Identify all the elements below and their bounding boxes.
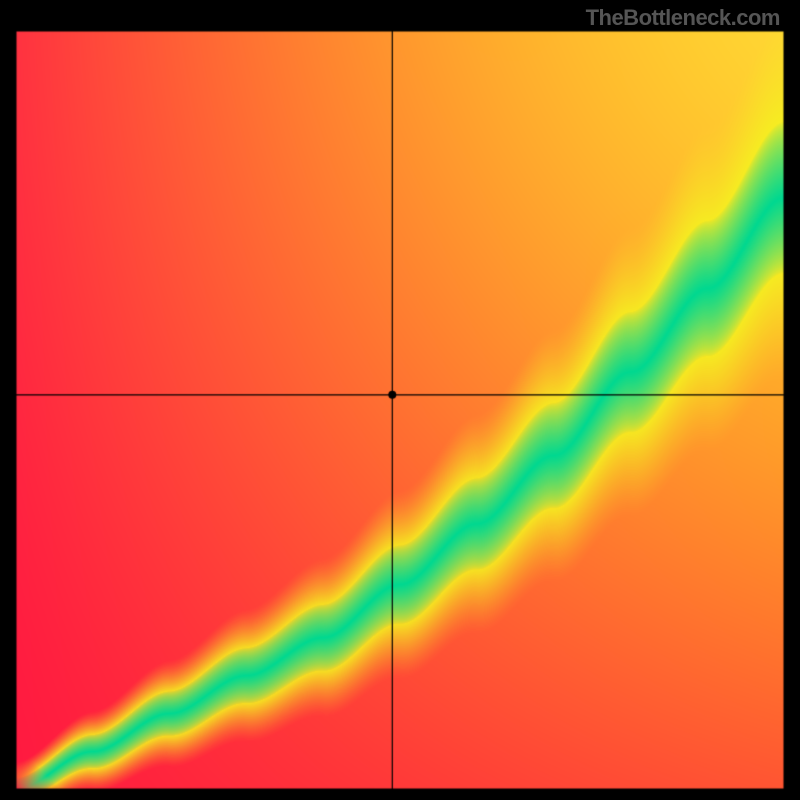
heatmap-canvas bbox=[0, 0, 800, 800]
chart-container: TheBottleneck.com bbox=[0, 0, 800, 800]
watermark: TheBottleneck.com bbox=[586, 5, 780, 31]
